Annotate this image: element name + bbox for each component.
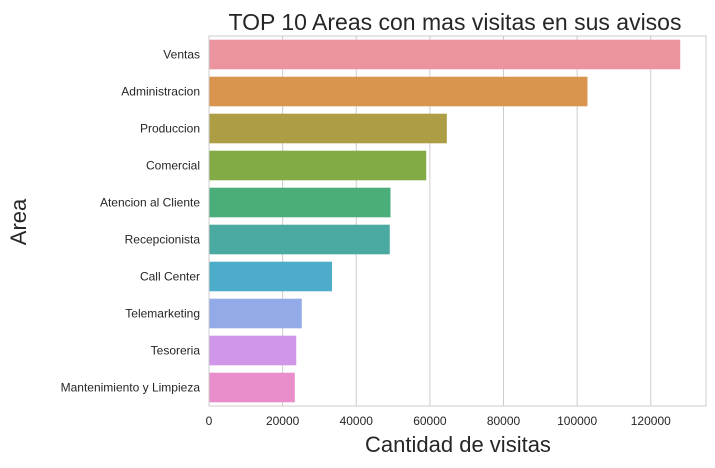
x-tick-label: 0 [206,414,213,428]
bar [209,224,390,255]
bar [209,150,427,181]
bar [209,335,297,366]
x-tick-label: 100000 [557,414,597,428]
y-tick-label: Call Center [140,270,200,284]
bar [209,76,588,107]
bar [209,39,681,70]
y-tick-label: Recepcionista [125,233,201,247]
y-tick-label: Telemarketing [125,307,200,321]
x-tick-label: 60000 [413,414,447,428]
x-tick-label: 20000 [266,414,300,428]
x-tick-label: 40000 [340,414,374,428]
bars [209,39,681,403]
x-tick-label: 120000 [631,414,671,428]
bar [209,372,295,403]
y-tick-label: Comercial [146,159,200,173]
x-axis-title: Cantidad de visitas [365,432,551,457]
x-tick-label: 80000 [487,414,521,428]
y-tick-label: Tesoreria [151,344,201,358]
y-tick-label: Mantenimiento y Limpieza [61,381,201,395]
bar [209,261,332,292]
bar [209,187,391,218]
y-axis-title: Area [6,198,31,245]
y-tick-label: Administracion [121,85,200,99]
y-tick-label: Produccion [140,122,200,136]
y-tick-label: Atencion al Cliente [100,196,200,210]
bar [209,298,302,329]
plot-frame [208,35,707,407]
bar [209,113,447,144]
y-tick-label: Ventas [163,48,200,62]
y-tick-labels: Ventas Administracion Produccion Comercial A… [61,48,201,395]
x-tick-labels: 0 20000 40000 60000 80000 100000 120000 [206,414,671,428]
chart-title: TOP 10 Areas con mas visitas en sus avis… [229,9,682,35]
